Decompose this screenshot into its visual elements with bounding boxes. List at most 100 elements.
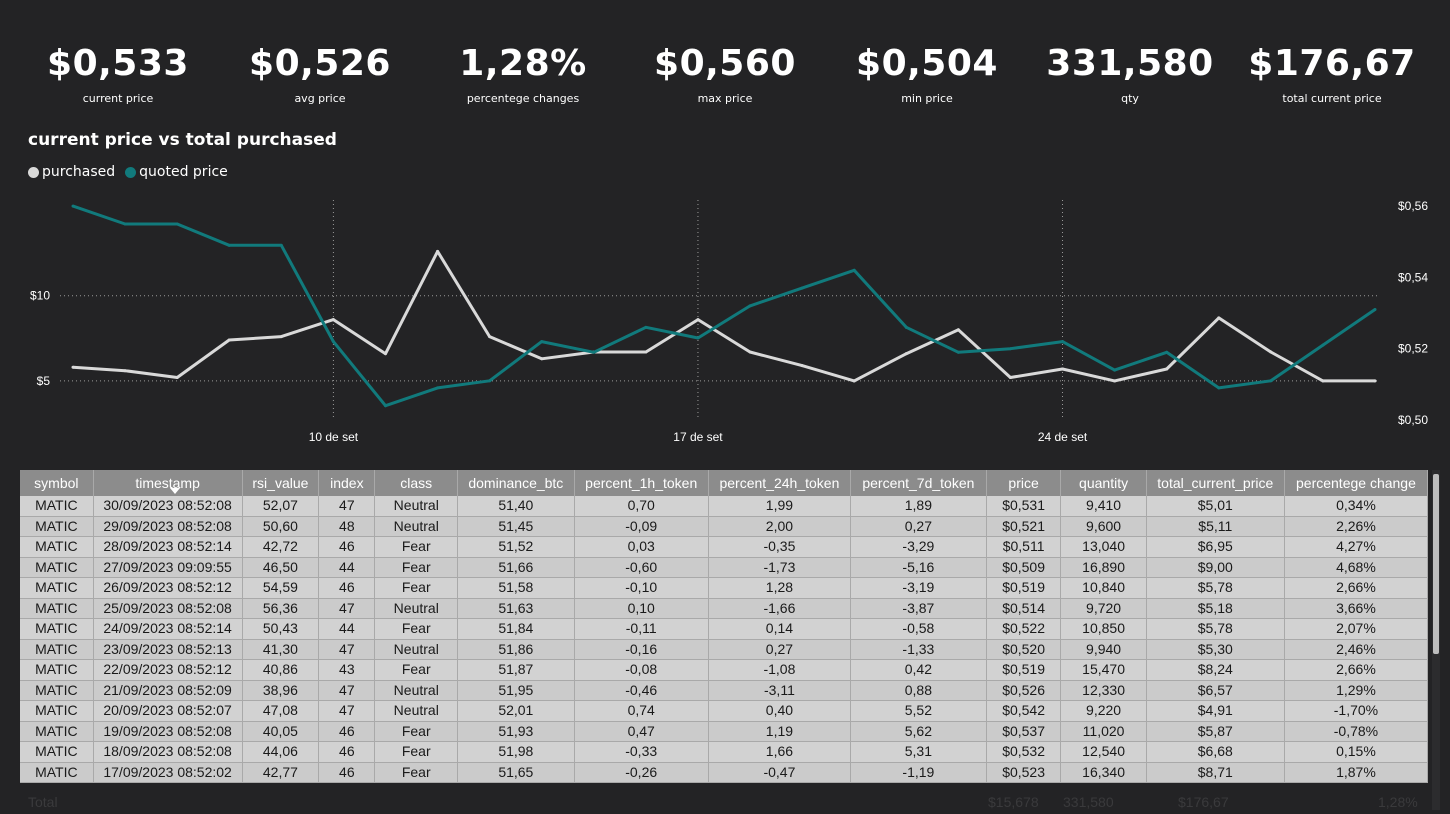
table-cell-percent-1h-token: 0,74: [574, 701, 708, 722]
table-row[interactable]: MATIC 20/09/2023 08:52:07 47,08 47 Neutral 52…: [20, 701, 1428, 722]
table-cell-percent-24h-token: -1,08: [708, 660, 850, 681]
data-point-quoted-price: [436, 386, 439, 389]
table-cell-percent-1h-token: 0,70: [574, 496, 708, 516]
legend-dot-icon: [125, 167, 136, 178]
kpi-label: max price: [625, 92, 825, 105]
column-header-price[interactable]: price: [986, 470, 1061, 496]
table-row[interactable]: MATIC 23/09/2023 08:52:13 41,30 47 Neutral 51…: [20, 639, 1428, 660]
table-cell-timestamp: 28/09/2023 08:52:14: [93, 537, 242, 558]
total-current-price: $176,67: [1178, 794, 1229, 810]
table-scrollbar[interactable]: [1432, 470, 1440, 810]
table-cell-percent-7d-token: -0,58: [851, 619, 987, 640]
table-row[interactable]: MATIC 22/09/2023 08:52:12 40,86 43 Fear 51,87…: [20, 660, 1428, 681]
column-header-label: percentege change: [1296, 475, 1416, 491]
table-cell-price: $0,520: [986, 639, 1061, 660]
table-cell-percent-7d-token: 0,42: [851, 660, 987, 681]
data-point-purchased: [540, 357, 543, 360]
table-row[interactable]: MATIC 25/09/2023 08:52:08 56,36 47 Neutral 51…: [20, 598, 1428, 619]
table-cell-symbol: MATIC: [20, 496, 93, 516]
table-cell-percent-24h-token: -0,47: [708, 762, 850, 783]
table-cell-dominance-btc: 51,93: [458, 721, 574, 742]
table-cell-quantity: 16,340: [1061, 762, 1146, 783]
table-cell-symbol: MATIC: [20, 557, 93, 578]
data-point-purchased: [644, 350, 647, 353]
sort-descending-icon[interactable]: [170, 488, 180, 494]
data-table[interactable]: symbol timestamp rsi_value index class domina…: [20, 470, 1428, 790]
column-header-dominance-btc[interactable]: dominance_btc: [458, 470, 574, 496]
column-header-percent-24h-token[interactable]: percent_24h_token: [708, 470, 850, 496]
table-cell-class: Fear: [375, 762, 458, 783]
table-cell-percent-7d-token: -3,87: [851, 598, 987, 619]
table-cell-timestamp: 23/09/2023 08:52:13: [93, 639, 242, 660]
table-cell-quantity: 12,330: [1061, 680, 1146, 701]
table-cell-quantity: 9,600: [1061, 516, 1146, 537]
table-cell-timestamp: 29/09/2023 08:52:08: [93, 516, 242, 537]
data-point-purchased: [436, 250, 439, 253]
column-header-timestamp[interactable]: timestamp: [93, 470, 242, 496]
table-row[interactable]: MATIC 18/09/2023 08:52:08 44,06 46 Fear 51,98…: [20, 742, 1428, 763]
column-header-class[interactable]: class: [375, 470, 458, 496]
table-cell-percentege-change: 4,27%: [1284, 537, 1427, 558]
table-cell-price: $0,514: [986, 598, 1061, 619]
legend-item-quoted-price[interactable]: quoted price: [125, 164, 228, 180]
column-header-label: timestamp: [135, 475, 200, 491]
table-cell-symbol: MATIC: [20, 578, 93, 599]
table-cell-total-current-price: $5,11: [1146, 516, 1284, 537]
table-row[interactable]: MATIC 29/09/2023 08:52:08 50,60 48 Neutral 51…: [20, 516, 1428, 537]
kpi-value: $0,526: [220, 40, 420, 88]
table-cell-quantity: 13,040: [1061, 537, 1146, 558]
column-header-percent-1h-token[interactable]: percent_1h_token: [574, 470, 708, 496]
table-row[interactable]: MATIC 19/09/2023 08:52:08 40,05 46 Fear 51,93…: [20, 721, 1428, 742]
table-row[interactable]: MATIC 30/09/2023 08:52:08 52,07 47 Neutral 51…: [20, 496, 1428, 516]
scrollbar-thumb[interactable]: [1433, 474, 1439, 654]
data-point-quoted-price: [124, 222, 127, 225]
column-header-symbol[interactable]: symbol: [20, 470, 93, 496]
table-cell-dominance-btc: 51,86: [458, 639, 574, 660]
table-cell-percent-24h-token: 1,28: [708, 578, 850, 599]
table-cell-quantity: 9,410: [1061, 496, 1146, 516]
table-cell-timestamp: 20/09/2023 08:52:07: [93, 701, 242, 722]
table-row[interactable]: MATIC 21/09/2023 08:52:09 38,96 47 Neutral 51…: [20, 680, 1428, 701]
line-chart[interactable]: 10 de set 17 de set 24 de set $10 $5 $0,56 $0,…: [0, 185, 1450, 450]
table-cell-price: $0,519: [986, 660, 1061, 681]
legend-item-purchased[interactable]: purchased: [28, 164, 115, 180]
table-cell-timestamp: 26/09/2023 08:52:12: [93, 578, 242, 599]
column-header-quantity[interactable]: quantity: [1061, 470, 1146, 496]
column-header-label: dominance_btc: [468, 475, 563, 491]
data-point-quoted-price: [176, 222, 179, 225]
column-header-index[interactable]: index: [319, 470, 375, 496]
data-point-quoted-price: [1009, 347, 1012, 350]
table-row[interactable]: MATIC 17/09/2023 08:52:02 42,77 46 Fear 51,65…: [20, 762, 1428, 783]
table-row[interactable]: MATIC 27/09/2023 09:09:55 46,50 44 Fear 51,66…: [20, 557, 1428, 578]
kpi-label: min price: [827, 92, 1027, 105]
table-cell-class: Fear: [375, 557, 458, 578]
chart-legend[interactable]: purchased quoted price: [28, 164, 232, 180]
column-header-percent-7d-token[interactable]: percent_7d_token: [851, 470, 987, 496]
table-cell-quantity: 9,720: [1061, 598, 1146, 619]
table-cell-percent-1h-token: -0,60: [574, 557, 708, 578]
column-header-label: index: [330, 475, 363, 491]
table-cell-percent-7d-token: -1,19: [851, 762, 987, 783]
table-cell-total-current-price: $4,91: [1146, 701, 1284, 722]
table-cell-class: Neutral: [375, 496, 458, 516]
table-cell-symbol: MATIC: [20, 619, 93, 640]
table-cell-index: 47: [319, 680, 375, 701]
column-header-rsi-value[interactable]: rsi_value: [242, 470, 319, 496]
table-cell-percent-7d-token: 0,88: [851, 680, 987, 701]
kpi-label: avg price: [220, 92, 420, 105]
column-header-percentege-change[interactable]: percentege change: [1284, 470, 1427, 496]
table-row[interactable]: MATIC 24/09/2023 08:52:14 50,43 44 Fear 51,84…: [20, 619, 1428, 640]
table-cell-timestamp: 21/09/2023 08:52:09: [93, 680, 242, 701]
table-row[interactable]: MATIC 26/09/2023 08:52:12 54,59 46 Fear 51,58…: [20, 578, 1428, 599]
table-cell-percent-24h-token: 1,66: [708, 742, 850, 763]
legend-label: quoted price: [139, 164, 228, 180]
data-point-purchased: [853, 379, 856, 382]
table-row[interactable]: MATIC 28/09/2023 08:52:14 42,72 46 Fear 51,52…: [20, 537, 1428, 558]
table-cell-price: $0,532: [986, 742, 1061, 763]
column-header-total-current-price[interactable]: total_current_price: [1146, 470, 1284, 496]
table-cell-rsi-value: 42,77: [242, 762, 319, 783]
table-cell-index: 44: [319, 557, 375, 578]
table-cell-symbol: MATIC: [20, 721, 93, 742]
data-point-purchased: [1165, 367, 1168, 370]
column-header-label: percent_7d_token: [862, 475, 974, 491]
